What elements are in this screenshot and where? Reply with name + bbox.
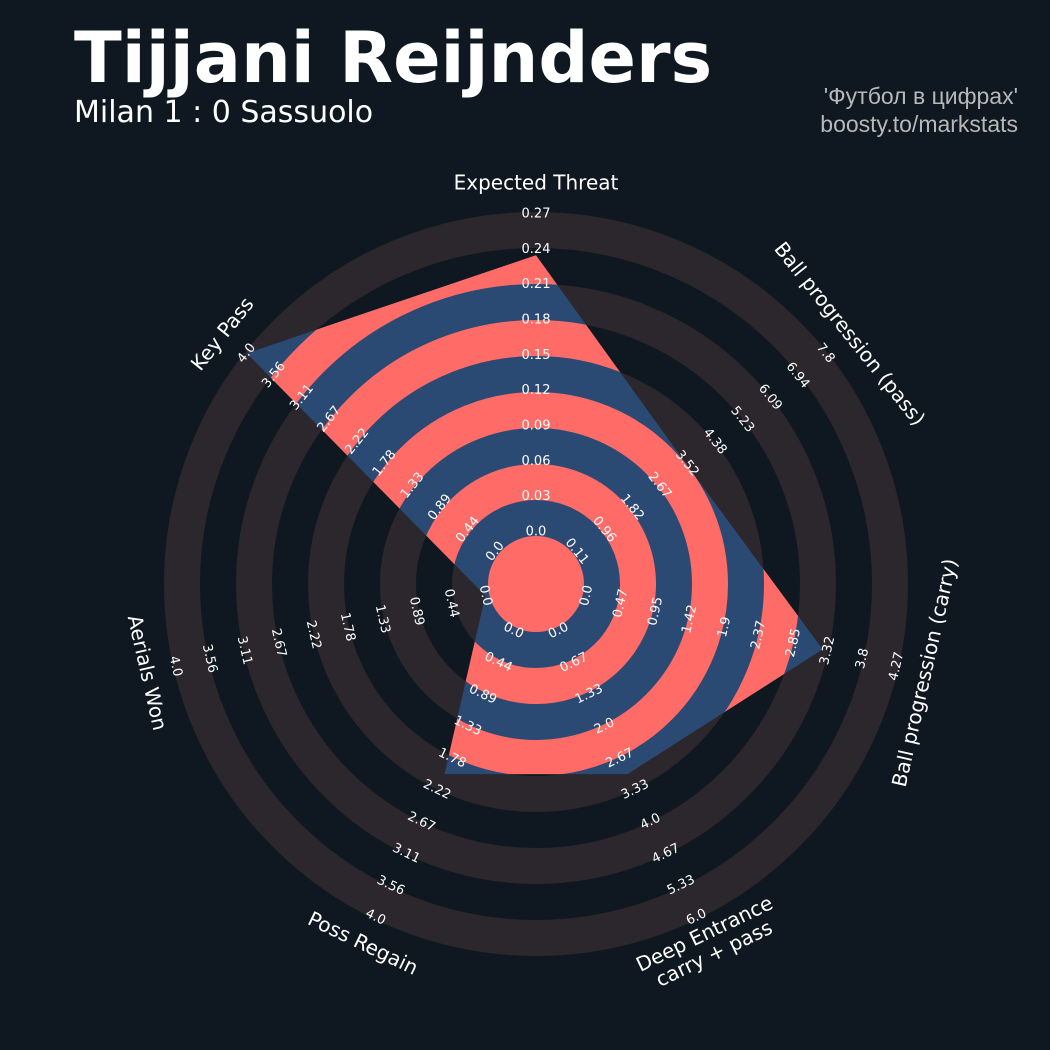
tick-label: 0.0: [577, 584, 596, 608]
annotation: boosty.to/markstats: [820, 111, 1018, 137]
tick-label: 0.47: [610, 588, 631, 620]
tick-label: 4.27: [886, 651, 907, 683]
tick-label: 3.11: [234, 635, 255, 667]
tick-label: 0.12: [522, 383, 551, 398]
tick-label: 1.42: [679, 603, 700, 635]
tick-label: 1.9: [715, 615, 734, 639]
tick-label: 0.89: [406, 596, 427, 628]
tick-label: 2.37: [748, 619, 769, 651]
tick-label: 0.44: [441, 588, 462, 620]
tick-label: 3.56: [199, 643, 220, 675]
tick-label: 0.15: [522, 348, 551, 363]
tick-label: 0.0: [526, 525, 547, 540]
tick-label: 0.27: [522, 207, 551, 222]
radar-ring: [246, 255, 823, 775]
annotation: 'Футбол в цифрах': [824, 83, 1018, 109]
tick-label: 0.95: [645, 596, 666, 628]
tick-label: 2.85: [783, 627, 804, 659]
tick-label: 0.0: [476, 584, 495, 608]
tick-label: 0.18: [522, 313, 551, 328]
tick-label: 0.24: [522, 242, 551, 257]
tick-label: 1.78: [337, 611, 358, 643]
tick-label: 2.67: [268, 627, 289, 659]
tick-label: 0.06: [522, 454, 551, 469]
tick-label: 1.33: [372, 603, 393, 635]
ring: [164, 212, 908, 956]
center-circle: [488, 536, 584, 632]
parameter-label: Expected Threat: [454, 171, 619, 195]
tick-label: 3.8: [853, 647, 872, 671]
tick-label: 0.03: [522, 489, 551, 504]
tick-label: 2.22: [303, 619, 324, 651]
tick-label: 0.09: [522, 419, 551, 434]
tick-label: 3.32: [817, 635, 838, 667]
chart-title: Tijjani Reijnders: [74, 17, 712, 99]
tick-label: 0.21: [522, 277, 551, 292]
chart-subtitle: Milan 1 : 0 Sassuolo: [74, 95, 373, 130]
tick-label: 4.0: [166, 655, 185, 679]
